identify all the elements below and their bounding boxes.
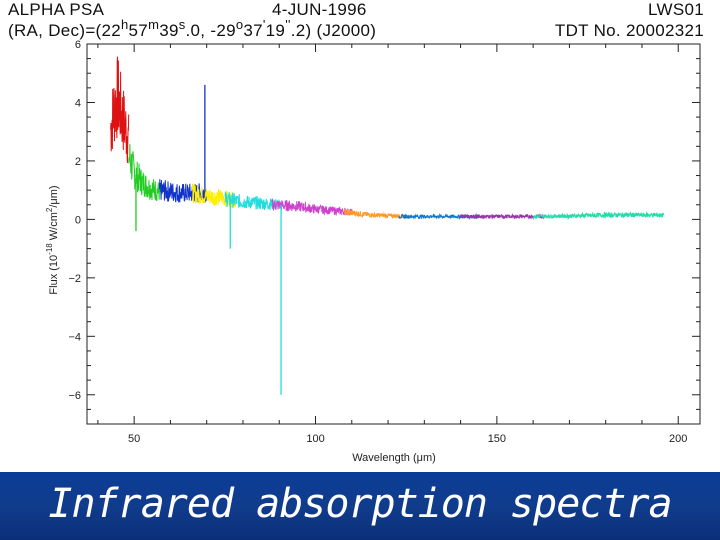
series-detector-10 <box>532 211 665 220</box>
axis-ticks: 50 100 150 200 −6 −4 −2 0 2 4 6 <box>68 39 700 445</box>
title-banner: Infrared absorption spectra <box>0 472 720 540</box>
y-axis-title-middle: W/cm <box>48 212 60 243</box>
y-tick-label-6: 6 <box>75 39 81 51</box>
coordinates: (RA, Dec)=(22h57m39s.0, -29o37'19''.2) (… <box>8 17 377 41</box>
y-axis-title: Flux (10-18 W/cm2/μm) <box>45 185 60 294</box>
y-axis-title-prefix: Flux (10 <box>48 255 60 295</box>
x-tick-label-150: 150 <box>488 433 506 445</box>
object-name: ALPHA PSA <box>8 0 105 19</box>
instrument-mode: LWS01 <box>648 0 704 19</box>
series-detector-5 <box>224 191 280 211</box>
ra-minutes-symbol: m <box>148 17 160 32</box>
y-tick-label-4: 4 <box>75 97 81 109</box>
plot-frame <box>86 43 701 425</box>
dec-suffix: .2) (J2000) <box>290 21 377 40</box>
coords-prefix: (RA, Dec)=(22 <box>8 21 122 40</box>
dec-degree-symbol: o <box>235 17 244 32</box>
observation-date: 4-JUN-1996 <box>272 0 367 19</box>
y-tick-label--2: −2 <box>68 273 81 285</box>
series-detector-9 <box>460 213 545 220</box>
ra-seconds: 39 <box>159 21 179 40</box>
series-detector-6 <box>271 199 353 217</box>
x-axis-title: Wavelength (μm) <box>352 452 436 464</box>
y-axis-title-suffix: /μm) <box>48 185 60 207</box>
ra-seconds-symbol: s <box>178 17 186 32</box>
ra-fraction: .0, -29 <box>185 21 236 40</box>
x-tick-label-200: 200 <box>669 433 687 445</box>
spectrum-series <box>110 56 665 395</box>
ra-minutes: 57 <box>128 21 149 40</box>
tdt-number: TDT No. 20002321 <box>554 21 704 40</box>
y-tick-label--6: −6 <box>68 390 81 402</box>
banner-title: Infrared absorption spectra <box>48 481 672 527</box>
dec-minutes-symbol: ' <box>262 17 266 32</box>
y-axis-title-exp2: 2 <box>45 207 54 212</box>
series-detector-1 <box>110 56 130 163</box>
dec-seconds: 19 <box>265 21 286 40</box>
dec-minutes: 37 <box>243 21 263 40</box>
y-tick-label-2: 2 <box>75 156 81 168</box>
series-detector-4 <box>191 183 237 209</box>
series-detector-2 <box>128 144 164 201</box>
series-detector-7 <box>344 208 407 220</box>
ra-hours-symbol: h <box>121 17 129 32</box>
y-axis-title-exp1: -18 <box>45 243 54 255</box>
dec-seconds-symbol: '' <box>285 17 291 32</box>
y-tick-label--4: −4 <box>68 331 81 343</box>
spectrum-chart: 50 100 150 200 −6 −4 −2 0 2 4 6 Wavelength (μm) Fl… <box>45 39 701 464</box>
y-tick-label-0: 0 <box>75 214 81 226</box>
x-tick-label-100: 100 <box>306 433 324 445</box>
x-tick-label-50: 50 <box>128 433 140 445</box>
